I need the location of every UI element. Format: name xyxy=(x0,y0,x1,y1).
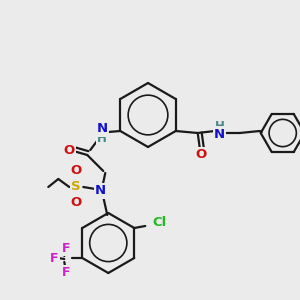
Text: N: N xyxy=(95,184,106,197)
Text: Cl: Cl xyxy=(152,217,166,230)
Text: F: F xyxy=(50,251,58,265)
Text: N: N xyxy=(214,128,225,140)
Text: H: H xyxy=(215,119,225,133)
Text: S: S xyxy=(71,181,81,194)
Text: O: O xyxy=(195,148,206,161)
Text: O: O xyxy=(64,145,75,158)
Text: O: O xyxy=(71,164,82,178)
Text: N: N xyxy=(97,122,108,136)
Text: H: H xyxy=(97,133,107,146)
Text: O: O xyxy=(71,196,82,209)
Text: F: F xyxy=(62,266,70,278)
Text: F: F xyxy=(62,242,70,254)
